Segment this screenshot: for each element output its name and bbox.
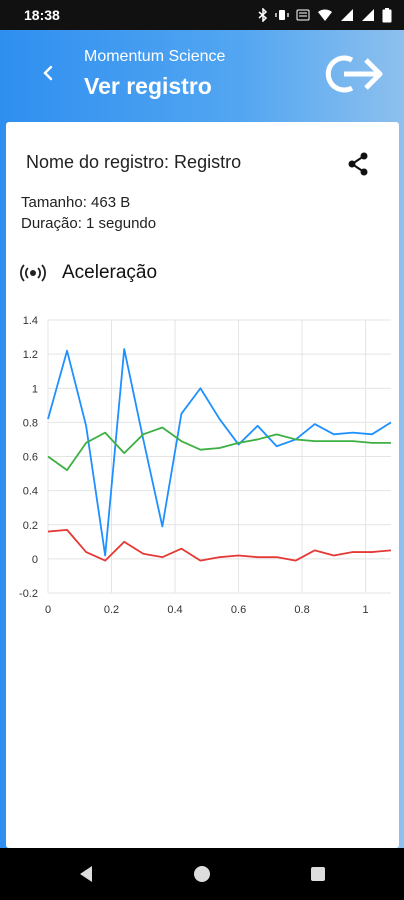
record-duration: Duração: 1 segundo	[21, 215, 157, 232]
back-button[interactable]	[36, 58, 60, 88]
record-name: Nome do registro: Registro	[26, 152, 242, 172]
app-header: Momentum Science Ver registro	[0, 30, 404, 120]
signal-2-icon	[362, 9, 374, 21]
y-tick-label: 1.4	[23, 315, 38, 327]
section-title: Aceleração	[62, 262, 158, 283]
y-tick-label: 0.4	[23, 486, 38, 498]
y-tick-label: 1	[32, 383, 38, 395]
record-size: Tamanho: 463 B	[21, 194, 131, 211]
app-name: Momentum Science	[84, 48, 226, 65]
status-icons	[258, 7, 392, 23]
nav-recents-button[interactable]	[307, 863, 329, 885]
share-icon	[348, 152, 368, 176]
momentum-logo-icon	[325, 55, 383, 93]
x-tick-label: 0.4	[167, 604, 182, 616]
volte-icon	[296, 9, 310, 21]
y-tick-label: 0.6	[23, 452, 38, 464]
nav-back-button[interactable]	[75, 863, 97, 885]
x-tick-label: 0	[45, 604, 51, 616]
battery-icon	[382, 7, 392, 22]
circle-home-icon	[194, 866, 210, 882]
acceleration-chart: -0.2 0 0.2 0.4 0.6 0.8 1 1.2 1.4 0 0.2 0.4 0.6 0.8 1	[19, 315, 392, 616]
status-time: 18:38	[24, 7, 60, 23]
triangle-back-icon	[80, 866, 92, 882]
x-tick-label: 0.2	[104, 604, 119, 616]
chevron-left-icon	[43, 65, 53, 81]
y-tick-label: 0.8	[23, 417, 38, 429]
system-nav-bar	[0, 848, 404, 900]
x-tick-label: 0.6	[231, 604, 246, 616]
square-recents-icon	[311, 867, 325, 881]
wifi-icon	[318, 9, 332, 21]
y-tick-label: 1.2	[23, 349, 38, 361]
bluetooth-icon	[258, 8, 268, 22]
y-tick-label: -0.2	[19, 588, 38, 600]
x-tick-label: 1	[363, 604, 369, 616]
page-title: Ver registro	[84, 73, 212, 99]
signal-icon	[341, 9, 353, 21]
sensor-icon	[20, 264, 46, 282]
series-line-1	[47, 426, 391, 472]
series-line-2	[47, 528, 392, 562]
vibrate-icon	[275, 10, 289, 20]
status-bar: 18:38	[0, 0, 404, 30]
nav-home-button[interactable]	[191, 863, 213, 885]
y-tick-label: 0	[32, 554, 38, 566]
share-button[interactable]	[344, 150, 372, 178]
record-card: Nome do registro: Registro Tamanho: 463 …	[6, 122, 399, 848]
x-tick-label: 0.8	[294, 604, 309, 616]
y-tick-label: 0.2	[23, 520, 38, 532]
series-line-0	[47, 348, 392, 557]
